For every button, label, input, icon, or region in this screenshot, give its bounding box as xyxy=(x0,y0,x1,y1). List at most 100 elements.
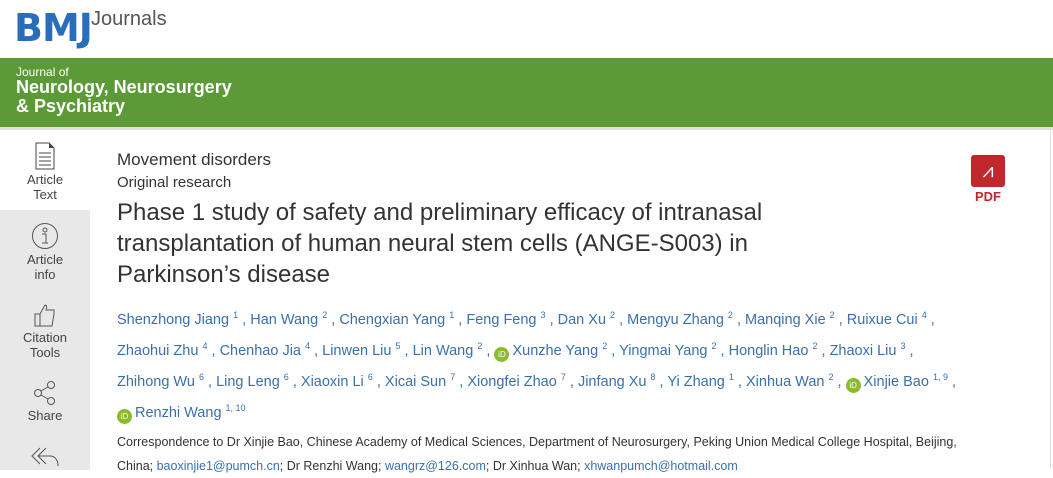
affiliation-number[interactable]: 5 xyxy=(395,341,401,351)
author-name[interactable]: Xinjie Bao xyxy=(863,374,929,390)
email-link[interactable]: baoxinjie1@pumch.cn xyxy=(156,459,280,473)
affiliation-number[interactable]: 2 xyxy=(477,341,483,351)
affiliation-number[interactable]: 4 xyxy=(202,341,208,351)
affiliation-number[interactable]: 7 xyxy=(560,372,566,382)
sidebar-item-article-text[interactable]: Article Text xyxy=(0,142,90,202)
pdf-button[interactable]: ⩘ PDF xyxy=(971,155,1005,204)
sidebar-item-article-info[interactable]: Article info xyxy=(0,222,90,282)
document-icon xyxy=(35,142,55,170)
author-name[interactable]: Chenhao Jia xyxy=(219,343,301,359)
author-name[interactable]: Yingmai Yang xyxy=(619,343,708,359)
article-type: Original research xyxy=(117,174,232,191)
author-name[interactable]: Zhaohui Zhu xyxy=(117,343,199,359)
orcid-icon[interactable]: iD xyxy=(845,378,861,393)
affiliation-number[interactable]: 2 xyxy=(727,310,733,320)
affiliation-number[interactable]: 1 xyxy=(728,372,734,382)
orcid-icon[interactable]: iD xyxy=(117,409,132,424)
article-section[interactable]: Movement disorders xyxy=(117,150,272,169)
affiliation-number[interactable]: 3 xyxy=(540,310,546,320)
author-name[interactable]: Linwen Liu xyxy=(322,343,392,359)
affiliation-number[interactable]: 8 xyxy=(650,372,656,382)
affiliation-number[interactable]: 2 xyxy=(828,372,834,382)
author-name[interactable]: Shenzhong Jiang xyxy=(117,312,230,328)
affiliation-number[interactable]: 2 xyxy=(829,310,835,320)
author: Chenhao Jia 4 xyxy=(219,341,311,359)
author: Feng Feng 3 xyxy=(466,310,546,328)
bmj-logo[interactable]: BMJ xyxy=(14,6,93,50)
author: Xiaoxin Li 6 xyxy=(300,372,373,390)
sidebar-label: Share xyxy=(27,408,63,423)
affiliation-number[interactable]: 3 xyxy=(900,341,906,351)
author: Ruixue Cui 4 xyxy=(846,310,927,328)
author: Yi Zhang 1 xyxy=(667,372,734,390)
author: Xiongfei Zhao 7 xyxy=(467,372,566,390)
author: Jinfang Xu 8 xyxy=(577,372,656,390)
correspondence-text: ; Dr Renzhi Wang; xyxy=(279,459,385,473)
author-name[interactable]: Xinhua Wan xyxy=(746,374,825,390)
affiliation-number[interactable]: 1, 9 xyxy=(932,372,948,382)
article-title: Phase 1 study of safety and preliminary … xyxy=(117,199,763,288)
journals-label[interactable]: Journals xyxy=(91,8,167,30)
author-name[interactable]: Xiaoxin Li xyxy=(300,374,364,390)
affiliation-number[interactable]: 6 xyxy=(283,372,289,382)
sidebar: Article Text Article info Citation Tools Sh… xyxy=(0,130,90,470)
author-name[interactable]: Ling Leng xyxy=(216,374,280,390)
sidebar-label: Tools xyxy=(29,345,61,360)
orcid-icon[interactable]: iD xyxy=(494,347,510,362)
affiliation-number[interactable]: 2 xyxy=(711,341,717,351)
affiliation-number[interactable]: 7 xyxy=(450,372,456,382)
affiliation-number[interactable]: 6 xyxy=(198,372,204,382)
author-name[interactable]: Ruixue Cui xyxy=(846,312,918,328)
author-name[interactable]: Jinfang Xu xyxy=(577,374,647,390)
author: Xicai Sun 7 xyxy=(384,372,456,390)
author: Lin Wang 2 xyxy=(412,341,483,359)
journal-name: Neurology, Neurosurgery & Psychiatry xyxy=(16,78,232,116)
author: Mengyu Zhang 2 xyxy=(627,310,733,328)
author-name[interactable]: Dan Xu xyxy=(557,312,607,328)
affiliation-number[interactable]: 6 xyxy=(367,372,373,382)
journal-banner[interactable]: Journal of Neurology, Neurosurgery & Psyc… xyxy=(0,58,1053,127)
author-name[interactable]: Lin Wang xyxy=(412,343,474,359)
author: Chengxian Yang 1 xyxy=(339,310,455,328)
sidebar-item-reply[interactable] xyxy=(0,444,90,470)
author-name[interactable]: Renzhi Wang xyxy=(135,405,222,421)
author-name[interactable]: Chengxian Yang xyxy=(339,312,446,328)
right-border xyxy=(1050,130,1051,468)
share-icon xyxy=(34,381,55,405)
author: Zhihong Wu 6 xyxy=(117,372,204,390)
affiliation-number[interactable]: 2 xyxy=(322,310,328,320)
divider xyxy=(0,127,1053,130)
email-link[interactable]: wangrz@126.com xyxy=(384,459,486,473)
email-link[interactable]: xhwanpumch@hotmail.com xyxy=(584,459,738,473)
affiliation-number[interactable]: 4 xyxy=(305,341,311,351)
affiliation-number[interactable]: 1, 10 xyxy=(225,403,246,413)
affiliation-number[interactable]: 1 xyxy=(449,310,455,320)
affiliation-number[interactable]: 2 xyxy=(602,341,608,351)
affiliation-number[interactable]: 2 xyxy=(812,341,818,351)
affiliation-number[interactable]: 2 xyxy=(610,310,616,320)
sidebar-item-citation-tools[interactable]: Citation Tools xyxy=(0,302,90,360)
author-name[interactable]: Xiongfei Zhao xyxy=(467,374,557,390)
author: Dan Xu 2 xyxy=(557,310,616,328)
author-name[interactable]: Zhaoxi Liu xyxy=(829,343,897,359)
reply-all-icon xyxy=(31,447,59,467)
author-name[interactable]: Han Wang xyxy=(250,312,319,328)
author-name[interactable]: Xicai Sun xyxy=(384,374,447,390)
author-name[interactable]: Honglin Hao xyxy=(728,343,809,359)
affiliation-number[interactable]: 4 xyxy=(921,310,927,320)
correspondence: Correspondence to Dr Xinjie Bao, Chinese… xyxy=(117,430,957,478)
author-name[interactable]: Zhihong Wu xyxy=(117,374,195,390)
author-name[interactable]: Manqing Xie xyxy=(745,312,826,328)
author: iD Xinjie Bao 1, 9 xyxy=(845,372,948,393)
author-name[interactable]: Yi Zhang xyxy=(667,374,725,390)
sidebar-item-share[interactable]: Share xyxy=(0,380,90,423)
author-name[interactable]: Feng Feng xyxy=(466,312,537,328)
author-name[interactable]: Mengyu Zhang xyxy=(627,312,724,328)
affiliation-number[interactable]: 1 xyxy=(233,310,239,320)
author: iD Xunzhe Yang 2 xyxy=(494,341,608,362)
author: Zhaoxi Liu 3 xyxy=(829,341,906,359)
author: Linwen Liu 5 xyxy=(322,341,401,359)
adobe-pdf-icon: ⩘ xyxy=(971,155,1005,187)
author: Han Wang 2 xyxy=(250,310,328,328)
author-name[interactable]: Xunzhe Yang xyxy=(512,343,599,359)
